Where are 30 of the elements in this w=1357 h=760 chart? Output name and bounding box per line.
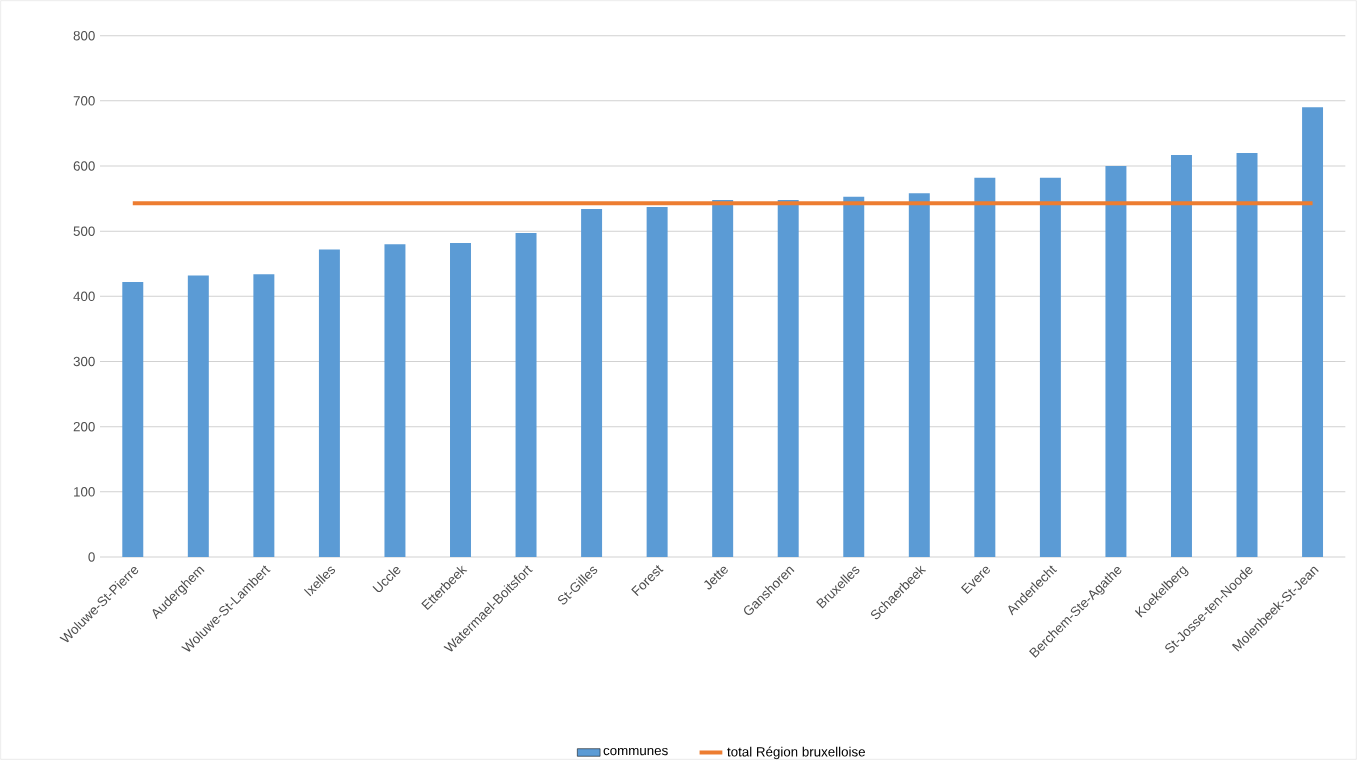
bar — [122, 282, 144, 557]
bar — [253, 274, 275, 557]
bar — [777, 199, 799, 557]
y-tick-label: 700 — [73, 96, 95, 106]
bar — [712, 199, 734, 557]
bar — [908, 193, 930, 557]
y-tick-label: 100 — [74, 487, 95, 497]
y-tick-label: 600 — [73, 161, 95, 171]
bar — [384, 244, 406, 557]
y-tick-label: 400 — [73, 291, 95, 302]
bar — [974, 177, 996, 557]
y-tick-label: 300 — [73, 356, 95, 367]
bar — [646, 207, 668, 557]
bar — [843, 196, 865, 557]
y-tick-label: 500 — [73, 226, 95, 236]
legend-label: total Région bruxelloise — [727, 746, 865, 760]
y-tick-label: 800 — [73, 30, 95, 41]
bar — [1039, 177, 1061, 557]
bar — [1236, 152, 1258, 557]
bar — [450, 242, 471, 557]
bar — [1170, 154, 1192, 557]
legend-label: communes — [603, 747, 668, 756]
y-tick-label: 200 — [73, 421, 95, 432]
bar — [318, 249, 340, 557]
bar — [1105, 166, 1127, 557]
bar — [581, 209, 603, 557]
bar — [515, 233, 537, 557]
y-tick-label: 0 — [88, 552, 95, 562]
bar — [187, 275, 209, 557]
bar — [1302, 107, 1324, 557]
